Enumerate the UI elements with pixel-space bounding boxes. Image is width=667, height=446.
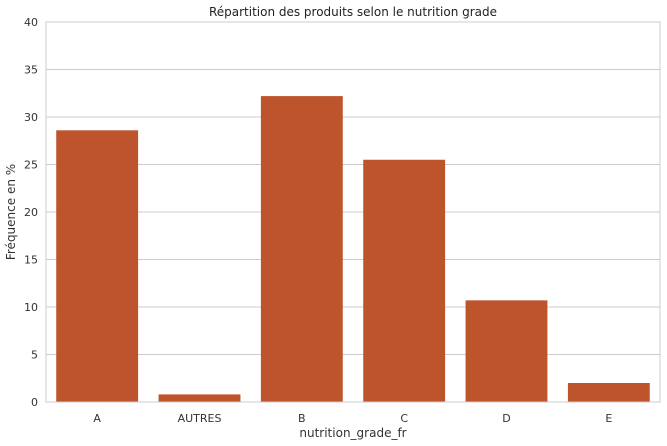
- x-axis-ticks: A AUTRES B C D E: [93, 412, 612, 425]
- y-axis-ticks: 0 5 10 15 20 25 30 35 40: [24, 16, 38, 409]
- x-tick-label: AUTRES: [178, 412, 222, 425]
- y-tick-label: 0: [31, 396, 38, 409]
- x-tick-label: E: [605, 412, 612, 425]
- y-tick-label: 20: [24, 206, 38, 219]
- y-tick-label: 25: [24, 159, 38, 172]
- y-tick-label: 30: [24, 111, 38, 124]
- y-tick-label: 35: [24, 64, 38, 77]
- bars: [56, 96, 650, 403]
- bar-c: [363, 159, 446, 402]
- chart-title: Répartition des produits selon le nutrit…: [209, 5, 497, 19]
- plot-frame: [45, 21, 661, 403]
- x-axis-label: nutrition_grade_fr: [299, 426, 406, 440]
- x-tick-label: D: [502, 412, 510, 425]
- y-tick-label: 15: [24, 254, 38, 267]
- y-axis-label: Fréquence en %: [4, 164, 18, 260]
- x-tick-label: B: [298, 412, 306, 425]
- x-tick-label: C: [400, 412, 408, 425]
- bar-e: [567, 383, 650, 402]
- bar-b: [260, 96, 343, 402]
- bar-d: [465, 300, 548, 402]
- y-tick-label: 10: [24, 301, 38, 314]
- y-tick-label: 40: [24, 16, 38, 29]
- x-tick-label: A: [93, 412, 101, 425]
- bar-autres: [158, 394, 241, 402]
- bar-a: [56, 130, 139, 403]
- y-tick-label: 5: [31, 349, 38, 362]
